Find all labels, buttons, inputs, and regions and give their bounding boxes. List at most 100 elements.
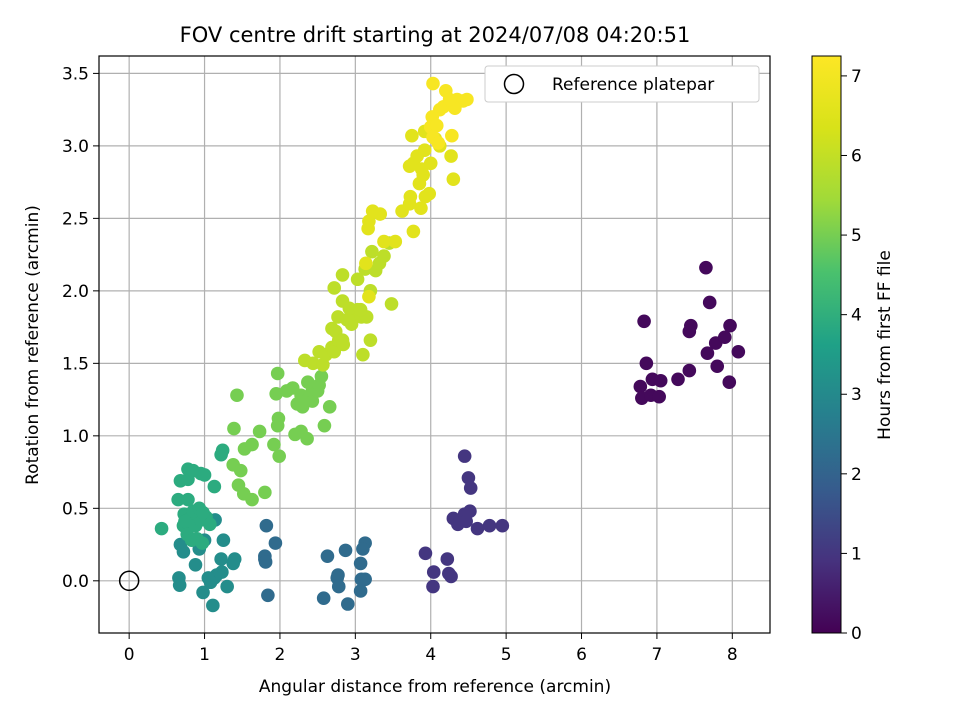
data-point bbox=[426, 579, 440, 594]
data-point bbox=[270, 366, 285, 381]
colorbar-tick-label: 5 bbox=[851, 226, 862, 246]
data-point bbox=[197, 468, 212, 482]
colorbar-tick-label: 7 bbox=[851, 67, 862, 87]
data-point bbox=[188, 558, 203, 572]
data-point bbox=[457, 449, 472, 463]
data-point bbox=[268, 536, 283, 550]
data-point bbox=[426, 565, 441, 579]
data-point bbox=[717, 330, 732, 345]
data-point bbox=[214, 552, 228, 566]
data-point bbox=[258, 485, 272, 500]
x-tick-label: 7 bbox=[651, 645, 662, 665]
data-point bbox=[460, 92, 474, 107]
data-point bbox=[671, 372, 685, 387]
data-point bbox=[154, 521, 169, 536]
data-point bbox=[682, 363, 697, 378]
data-point bbox=[440, 552, 455, 566]
legend-marker-reference bbox=[503, 73, 525, 95]
data-point bbox=[331, 310, 345, 324]
colorbar-tick-label: 1 bbox=[851, 544, 862, 564]
data-point bbox=[335, 268, 350, 282]
data-point bbox=[316, 591, 331, 606]
data-point bbox=[196, 505, 210, 520]
y-tick-label: 1.5 bbox=[62, 354, 89, 374]
x-tick-label: 8 bbox=[727, 645, 738, 665]
colorbar-tick-label: 2 bbox=[851, 465, 862, 485]
data-point bbox=[216, 533, 231, 548]
reference-marker bbox=[118, 570, 140, 592]
data-point bbox=[353, 302, 368, 317]
x-axis-label: Angular distance from reference (arcmin) bbox=[259, 677, 611, 697]
legend-box bbox=[484, 65, 760, 103]
data-point bbox=[206, 598, 220, 613]
x-tick-label: 5 bbox=[501, 645, 512, 665]
data-point bbox=[336, 337, 351, 352]
data-point bbox=[176, 545, 191, 559]
data-point bbox=[314, 369, 329, 384]
data-point bbox=[731, 344, 746, 359]
data-point bbox=[358, 572, 372, 587]
colorbar-tick-label: 0 bbox=[851, 624, 862, 644]
data-point bbox=[305, 394, 320, 408]
chart-title: FOV centre drift starting at 2024/07/08 … bbox=[180, 23, 691, 47]
data-point bbox=[172, 578, 187, 592]
data-point bbox=[444, 149, 458, 163]
data-point bbox=[320, 549, 335, 563]
data-point bbox=[356, 542, 370, 556]
data-point bbox=[633, 379, 648, 394]
data-point bbox=[181, 492, 195, 507]
data-point bbox=[259, 518, 274, 533]
data-point bbox=[267, 437, 281, 452]
data-point bbox=[461, 471, 476, 485]
data-point bbox=[418, 546, 433, 561]
data-point bbox=[377, 249, 391, 263]
x-tick-label: 1 bbox=[199, 645, 210, 665]
data-point bbox=[470, 521, 485, 536]
colorbar-label: Hours from first FF file bbox=[875, 250, 895, 440]
data-point bbox=[215, 443, 230, 458]
data-point bbox=[317, 418, 332, 433]
data-point bbox=[722, 375, 737, 389]
data-point bbox=[723, 318, 737, 333]
scatter-points bbox=[154, 76, 746, 613]
plot-frame bbox=[98, 55, 771, 634]
y-axis-label: Rotation from reference (arcmin) bbox=[23, 205, 43, 485]
data-point bbox=[700, 346, 715, 360]
data-point bbox=[710, 359, 725, 374]
data-point bbox=[353, 556, 368, 571]
data-point bbox=[178, 514, 192, 529]
data-point bbox=[463, 481, 478, 495]
y-axis-ticks: 0.0 0.5 1.0 1.5 2.0 2.5 3.0 3.5 bbox=[62, 64, 99, 592]
data-point bbox=[362, 289, 376, 304]
y-tick-label: 1.0 bbox=[62, 427, 89, 447]
data-point bbox=[417, 143, 432, 158]
data-point bbox=[340, 597, 355, 611]
colorbar-tick-label: 6 bbox=[851, 146, 862, 166]
data-point bbox=[365, 244, 379, 259]
data-point bbox=[331, 579, 346, 594]
x-tick-label: 2 bbox=[275, 645, 286, 665]
data-point bbox=[245, 492, 259, 507]
data-point bbox=[482, 518, 497, 533]
data-point bbox=[350, 272, 365, 287]
x-tick-label: 3 bbox=[350, 645, 361, 665]
data-point bbox=[422, 186, 437, 201]
data-point bbox=[322, 400, 337, 414]
data-point bbox=[227, 421, 241, 436]
data-point bbox=[342, 301, 357, 316]
x-tick-label: 6 bbox=[576, 645, 587, 665]
colorbar: 0 1 2 3 4 5 6 7 Hours from first FF file bbox=[811, 55, 895, 644]
data-point bbox=[388, 234, 403, 249]
x-tick-label: 0 bbox=[124, 645, 135, 665]
data-point bbox=[207, 479, 222, 494]
data-point bbox=[171, 492, 185, 507]
data-point bbox=[639, 356, 654, 371]
data-point bbox=[359, 256, 373, 271]
data-point bbox=[459, 514, 473, 529]
data-point bbox=[258, 555, 273, 569]
data-point bbox=[271, 411, 286, 426]
data-point bbox=[403, 189, 418, 204]
data-point bbox=[195, 536, 210, 550]
data-point bbox=[300, 431, 314, 446]
